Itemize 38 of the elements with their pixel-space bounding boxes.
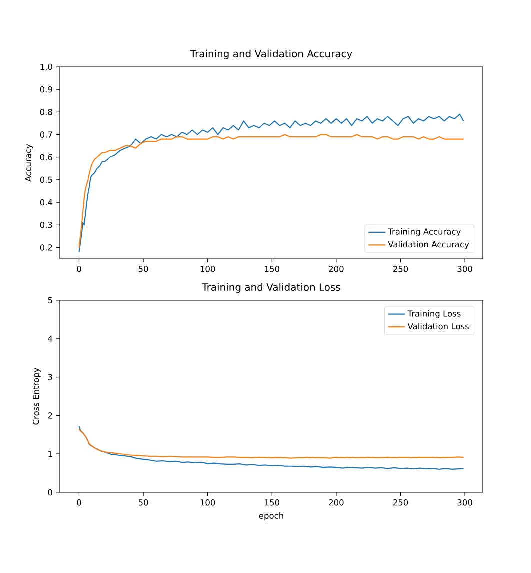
x-tick-label: 250 bbox=[393, 500, 408, 506]
y-tick-label: 3 bbox=[48, 374, 52, 380]
chart-title: Training and Validation Loss bbox=[202, 283, 340, 293]
x-tick-label: 250 bbox=[393, 266, 408, 272]
chart-title: Training and Validation Accuracy bbox=[190, 50, 352, 60]
y-axis-title: Accuracy bbox=[25, 144, 33, 182]
y-tick-label: 0.6 bbox=[40, 154, 52, 160]
y-tick-label: 0.5 bbox=[40, 176, 52, 184]
x-tick-label: 100 bbox=[200, 266, 216, 272]
y-tick-label: 0.2 bbox=[40, 244, 52, 251]
x-tick-label: 150 bbox=[265, 500, 280, 506]
x-tick-label: 0 bbox=[77, 266, 82, 272]
y-tick-label: 0.7 bbox=[40, 132, 52, 138]
x-tick-label: 200 bbox=[329, 500, 344, 506]
x-tick-label: 50 bbox=[138, 500, 148, 506]
y-tick-label: 1 bbox=[48, 451, 52, 458]
x-tick-label: 300 bbox=[458, 266, 472, 272]
y-tick-label: 1.0 bbox=[40, 64, 52, 70]
y-tick-label: 0.3 bbox=[40, 222, 52, 228]
y-axis-title: Cross Entropy bbox=[33, 368, 41, 425]
x-tick-label: 0 bbox=[77, 500, 82, 506]
legend-label: Validation Accuracy bbox=[388, 241, 470, 250]
legend-label: Validation Loss bbox=[408, 323, 469, 330]
y-tick-label: 0 bbox=[48, 489, 52, 496]
x-tick-label: 150 bbox=[265, 266, 280, 272]
y-tick-label: 0.8 bbox=[40, 109, 52, 116]
legend-label: Training Loss bbox=[408, 310, 461, 318]
x-tick-label: 100 bbox=[200, 500, 216, 506]
x-tick-label: 300 bbox=[458, 500, 472, 506]
y-tick-label: 0.4 bbox=[40, 199, 53, 206]
x-tick-label: 200 bbox=[329, 266, 344, 272]
y-tick-label: 5 bbox=[48, 297, 52, 304]
x-tick-label: 50 bbox=[138, 266, 148, 272]
x-axis-title: epoch bbox=[259, 512, 284, 521]
y-tick-label: 0.9 bbox=[40, 86, 52, 93]
y-tick-label: 4 bbox=[48, 336, 53, 342]
legend-label: Training Accuracy bbox=[388, 228, 461, 237]
y-tick-label: 2 bbox=[48, 412, 52, 419]
